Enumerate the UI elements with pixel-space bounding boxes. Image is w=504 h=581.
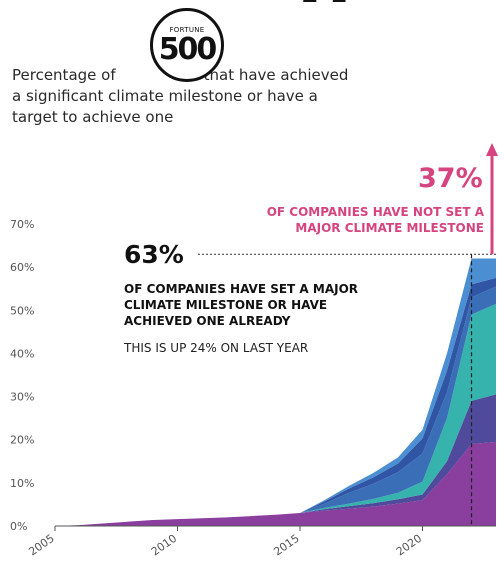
- heading-fragment: g: [300, 0, 400, 2]
- y-tick-label: 40%: [10, 347, 34, 360]
- set-caption-line-2: CLIMATE MILESTONE OR HAVE: [124, 298, 328, 312]
- intro-line-1: Percentage of that have achieved: [12, 66, 412, 85]
- set-caption-line-1: OF COMPANIES HAVE SET A MAJOR: [124, 282, 359, 296]
- x-tick-label: 2010: [149, 532, 179, 559]
- y-axis: 0% 10% 20% 30% 40% 50% 60% 70%: [10, 218, 34, 533]
- intro-line-1-after: that have achieved: [203, 66, 349, 84]
- growth-note: THIS IS UP 24% ON LAST YEAR: [124, 341, 309, 355]
- not-set-percentage: 37%: [418, 163, 483, 194]
- y-tick-label: 0%: [10, 520, 27, 533]
- fortune-500-logo: FORTUNE 500: [150, 8, 224, 82]
- y-tick-label: 20%: [10, 434, 34, 447]
- intro-line-2: a significant climate milestone or have …: [12, 87, 318, 105]
- set-caption-line-3: ACHIEVED ONE ALREADY: [124, 314, 291, 328]
- logo-number: 500: [158, 32, 218, 67]
- logo-top-text: FORTUNE: [169, 26, 205, 34]
- y-tick-label: 60%: [10, 261, 34, 274]
- x-tick-label: 2015: [271, 532, 301, 559]
- heading-fragment-text: g: [300, 0, 352, 2]
- x-tick-label: 2005: [26, 532, 56, 559]
- y-tick-label: 50%: [10, 304, 34, 317]
- y-tick-label: 30%: [10, 391, 34, 404]
- set-percentage: 63%: [124, 240, 184, 269]
- y-tick-label: 10%: [10, 477, 34, 490]
- not-set-caption-line-2: MAJOR CLIMATE MILESTONE: [295, 221, 484, 235]
- x-axis: 2005 2010 2015 2020: [26, 526, 424, 559]
- not-set-arrow-head: [486, 143, 498, 156]
- x-tick-label: 2020: [394, 532, 424, 559]
- not-set-caption-line-1: OF COMPANIES HAVE NOT SET A: [266, 205, 484, 219]
- not-set-caption: OF COMPANIES HAVE NOT SET A MAJOR CLIMAT…: [267, 204, 484, 236]
- set-caption: OF COMPANIES HAVE SET A MAJOR CLIMATE MI…: [124, 281, 358, 329]
- y-tick-label: 70%: [10, 218, 34, 231]
- intro-line-3: target to achieve one: [12, 108, 174, 126]
- intro-line-1-before: Percentage of: [12, 66, 116, 84]
- chart-areas: [55, 258, 496, 526]
- area-series-1: [55, 441, 496, 526]
